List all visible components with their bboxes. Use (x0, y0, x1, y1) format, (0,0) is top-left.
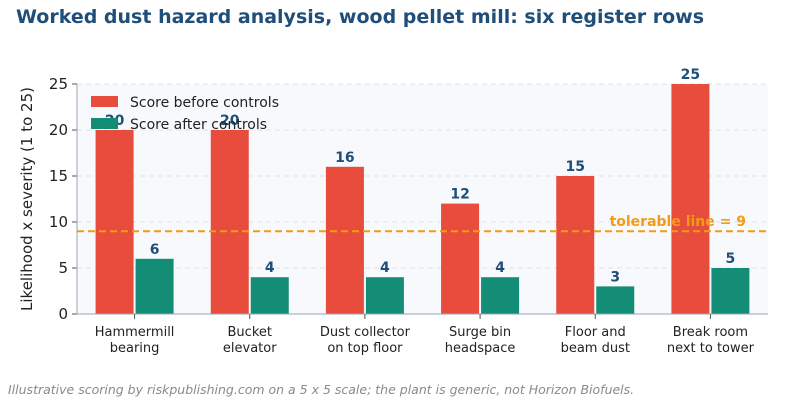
y-axis-label: Likelihood x severity (1 to 25) (18, 87, 36, 311)
y-tick-labels: 0 5 10 15 20 25 (49, 75, 68, 323)
data-label-after: 4 (380, 260, 390, 276)
data-label-before: 20 (220, 113, 240, 129)
x-category-label: beam dust (561, 341, 630, 356)
data-label-before: 12 (450, 187, 469, 203)
y-tick-label: 5 (58, 259, 68, 277)
bar-after (481, 277, 520, 314)
y-tick-label: 15 (49, 167, 68, 185)
data-label-after: 4 (495, 260, 505, 276)
bar-before (210, 130, 249, 314)
plot-area (77, 84, 768, 314)
bar-before (556, 176, 595, 314)
data-label-before: 15 (566, 159, 585, 175)
bar-before (671, 84, 710, 314)
bar-after (711, 268, 750, 314)
bar-before (441, 203, 480, 314)
bar-before (325, 166, 364, 314)
x-category-label: Bucket (228, 325, 272, 340)
bar-after (250, 277, 289, 314)
x-category-label: Break room (673, 325, 748, 340)
legend-swatch-after (91, 118, 118, 129)
chart-title: Worked dust hazard analysis, wood pellet… (16, 6, 705, 28)
x-category-label: headspace (445, 341, 516, 356)
legend: Score before controls Score after contro… (91, 95, 279, 133)
y-tick-label: 10 (49, 213, 68, 231)
x-category-label: bearing (110, 341, 160, 356)
y-tick-label: 20 (49, 121, 68, 139)
bar-after (596, 286, 635, 314)
legend-label-before: Score before controls (130, 95, 279, 111)
bar-chart: 20 6 20 4 16 4 12 4 15 3 25 5 tolerable line = 9 0 5… (18, 67, 768, 356)
data-label-after: 6 (150, 242, 160, 258)
bar-after (135, 258, 174, 314)
legend-label-after: Score after controls (130, 117, 267, 133)
data-labels: 206204164124153255 (105, 67, 735, 285)
y-tick-label: 0 (58, 305, 68, 323)
data-label-before: 16 (335, 150, 354, 166)
bar-after (365, 277, 404, 314)
gridlines (77, 83, 768, 269)
x-category-label: next to tower (667, 341, 755, 356)
x-category-label: Hammermill (95, 325, 175, 340)
legend-swatch-before (91, 96, 118, 107)
x-category-label: Surge bin (449, 325, 511, 340)
x-category-label: Floor and (565, 325, 626, 340)
data-label-before: 25 (681, 67, 700, 83)
data-label-after: 5 (726, 251, 736, 267)
x-category-label: Dust collector (320, 325, 411, 340)
x-category-label: on top floor (327, 341, 403, 356)
bar-before (95, 130, 134, 314)
data-label-after: 3 (610, 269, 620, 285)
axes (72, 83, 768, 319)
bars (95, 84, 750, 314)
y-tick-label: 25 (49, 75, 68, 93)
tolerable-line-label: tolerable line = 9 (610, 214, 746, 230)
x-category-label: elevator (223, 341, 277, 356)
footnote: Illustrative scoring by riskpublishing.c… (8, 382, 635, 397)
data-label-after: 4 (265, 260, 275, 276)
